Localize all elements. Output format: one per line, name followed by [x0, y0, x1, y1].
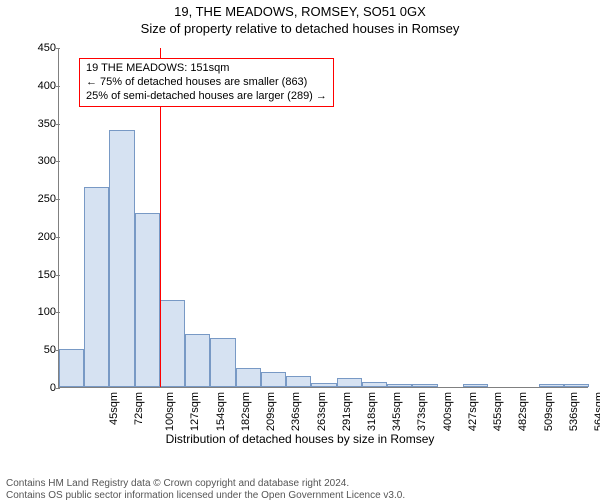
bar	[160, 300, 185, 387]
x-tick-label: 263sqm	[316, 392, 328, 431]
x-tick-label: 209sqm	[265, 392, 277, 431]
page-title: 19, THE MEADOWS, ROMSEY, SO51 0GX	[0, 4, 600, 19]
bar	[387, 384, 412, 387]
y-tick-label: 400	[34, 80, 56, 92]
bar	[261, 372, 286, 387]
bar	[135, 213, 160, 387]
x-tick-label: 373sqm	[417, 392, 429, 431]
subtitle: Size of property relative to detached ho…	[0, 21, 600, 36]
x-tick-label: 536sqm	[568, 392, 580, 431]
x-tick-label: 455sqm	[492, 392, 504, 431]
bar	[564, 384, 589, 387]
x-tick-label: 182sqm	[240, 392, 252, 431]
bar	[59, 349, 84, 387]
x-tick-label: 72sqm	[133, 392, 145, 425]
chart-container: Number of detached properties 0501001502…	[0, 42, 600, 452]
footer-line1: Contains HM Land Registry data © Crown c…	[6, 478, 405, 490]
annotation-line3: 25% of semi-detached houses are larger (…	[86, 90, 327, 104]
x-tick-label: 45sqm	[108, 392, 120, 425]
bar	[412, 384, 437, 387]
x-tick-label: 291sqm	[341, 392, 353, 431]
y-tick-label: 150	[34, 269, 56, 281]
y-tick-label: 300	[34, 155, 56, 167]
bar	[185, 334, 210, 387]
x-tick-label: 154sqm	[215, 392, 227, 431]
x-axis-label: Distribution of detached houses by size …	[0, 432, 600, 446]
annotation-line2: ← 75% of detached houses are smaller (86…	[86, 76, 327, 90]
y-tick-label: 100	[34, 306, 56, 318]
y-tick-label: 0	[34, 382, 56, 394]
x-tick-label: 482sqm	[518, 392, 530, 431]
x-tick-label: 318sqm	[366, 392, 378, 431]
bar	[84, 187, 109, 387]
bar	[463, 384, 488, 387]
x-tick-label: 427sqm	[467, 392, 479, 431]
x-tick-label: 127sqm	[189, 392, 201, 431]
x-tick-label: 100sqm	[164, 392, 176, 431]
bar	[210, 338, 235, 387]
bar	[286, 376, 311, 387]
y-tick-label: 200	[34, 231, 56, 243]
x-tick-label: 509sqm	[543, 392, 555, 431]
footer: Contains HM Land Registry data © Crown c…	[6, 478, 405, 502]
footer-line2: Contains OS public sector information li…	[6, 490, 405, 502]
y-tick-label: 450	[34, 42, 56, 54]
x-tick-label: 400sqm	[442, 392, 454, 431]
bar	[362, 382, 387, 387]
bar	[311, 383, 336, 387]
x-tick-label: 564sqm	[593, 392, 600, 431]
y-tick-label: 50	[34, 344, 56, 356]
y-tick-label: 350	[34, 118, 56, 130]
bar	[109, 130, 134, 387]
bar	[337, 378, 362, 387]
plot-area: 19 THE MEADOWS: 151sqm ← 75% of detached…	[58, 48, 588, 388]
bar	[539, 384, 564, 387]
annotation-line1: 19 THE MEADOWS: 151sqm	[86, 62, 327, 76]
annotation-box: 19 THE MEADOWS: 151sqm ← 75% of detached…	[79, 58, 334, 107]
x-tick-label: 236sqm	[290, 392, 302, 431]
x-tick-label: 345sqm	[391, 392, 403, 431]
bar	[236, 368, 261, 387]
y-tick-label: 250	[34, 193, 56, 205]
